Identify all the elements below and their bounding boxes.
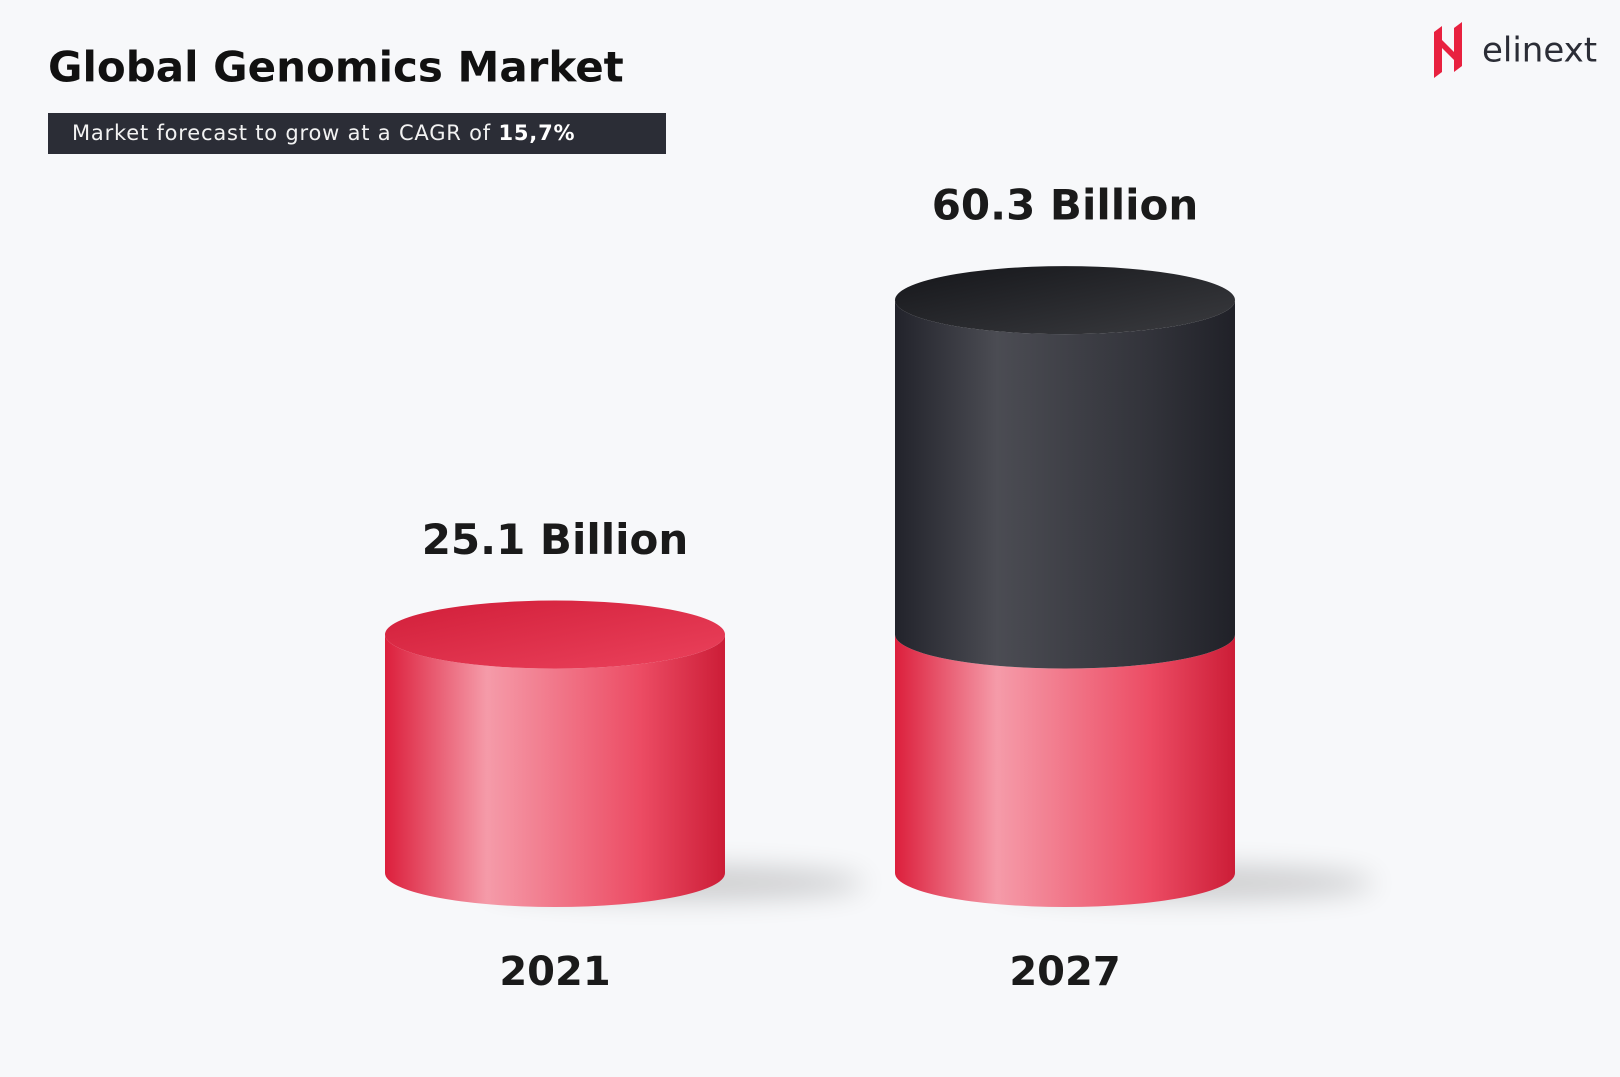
value-label: 60.3 Billion [932,181,1199,230]
logo-bar [1434,26,1442,78]
cagr-label: 15,7% [498,121,575,145]
logo-diagonal [1442,40,1454,60]
brand: elinext [1482,31,1597,71]
cylinder-top [895,266,1235,335]
cylinder [895,266,1235,907]
base-segment [385,634,725,907]
base-segment [895,634,1235,907]
growth-segment [895,300,1235,669]
logo-bar [1454,22,1462,72]
cylinder [385,600,725,907]
chart-title: Global Genomics Market [48,43,624,92]
subtitle-text: Market forecast to grow at a CAGR of [72,121,491,145]
x-tick-label: 2021 [499,949,610,995]
cylinder-top [385,600,725,669]
subtitle: Market forecast to grow at a CAGR of 15,… [72,121,575,145]
x-tick-label: 2027 [1009,949,1120,995]
subtitle-box [48,113,666,154]
value-label: 25.1 Billion [422,515,689,564]
logo: elinext [1434,22,1597,78]
plot: 25.1 Billion 2021 60.3 Billion 2027 [385,181,1375,995]
